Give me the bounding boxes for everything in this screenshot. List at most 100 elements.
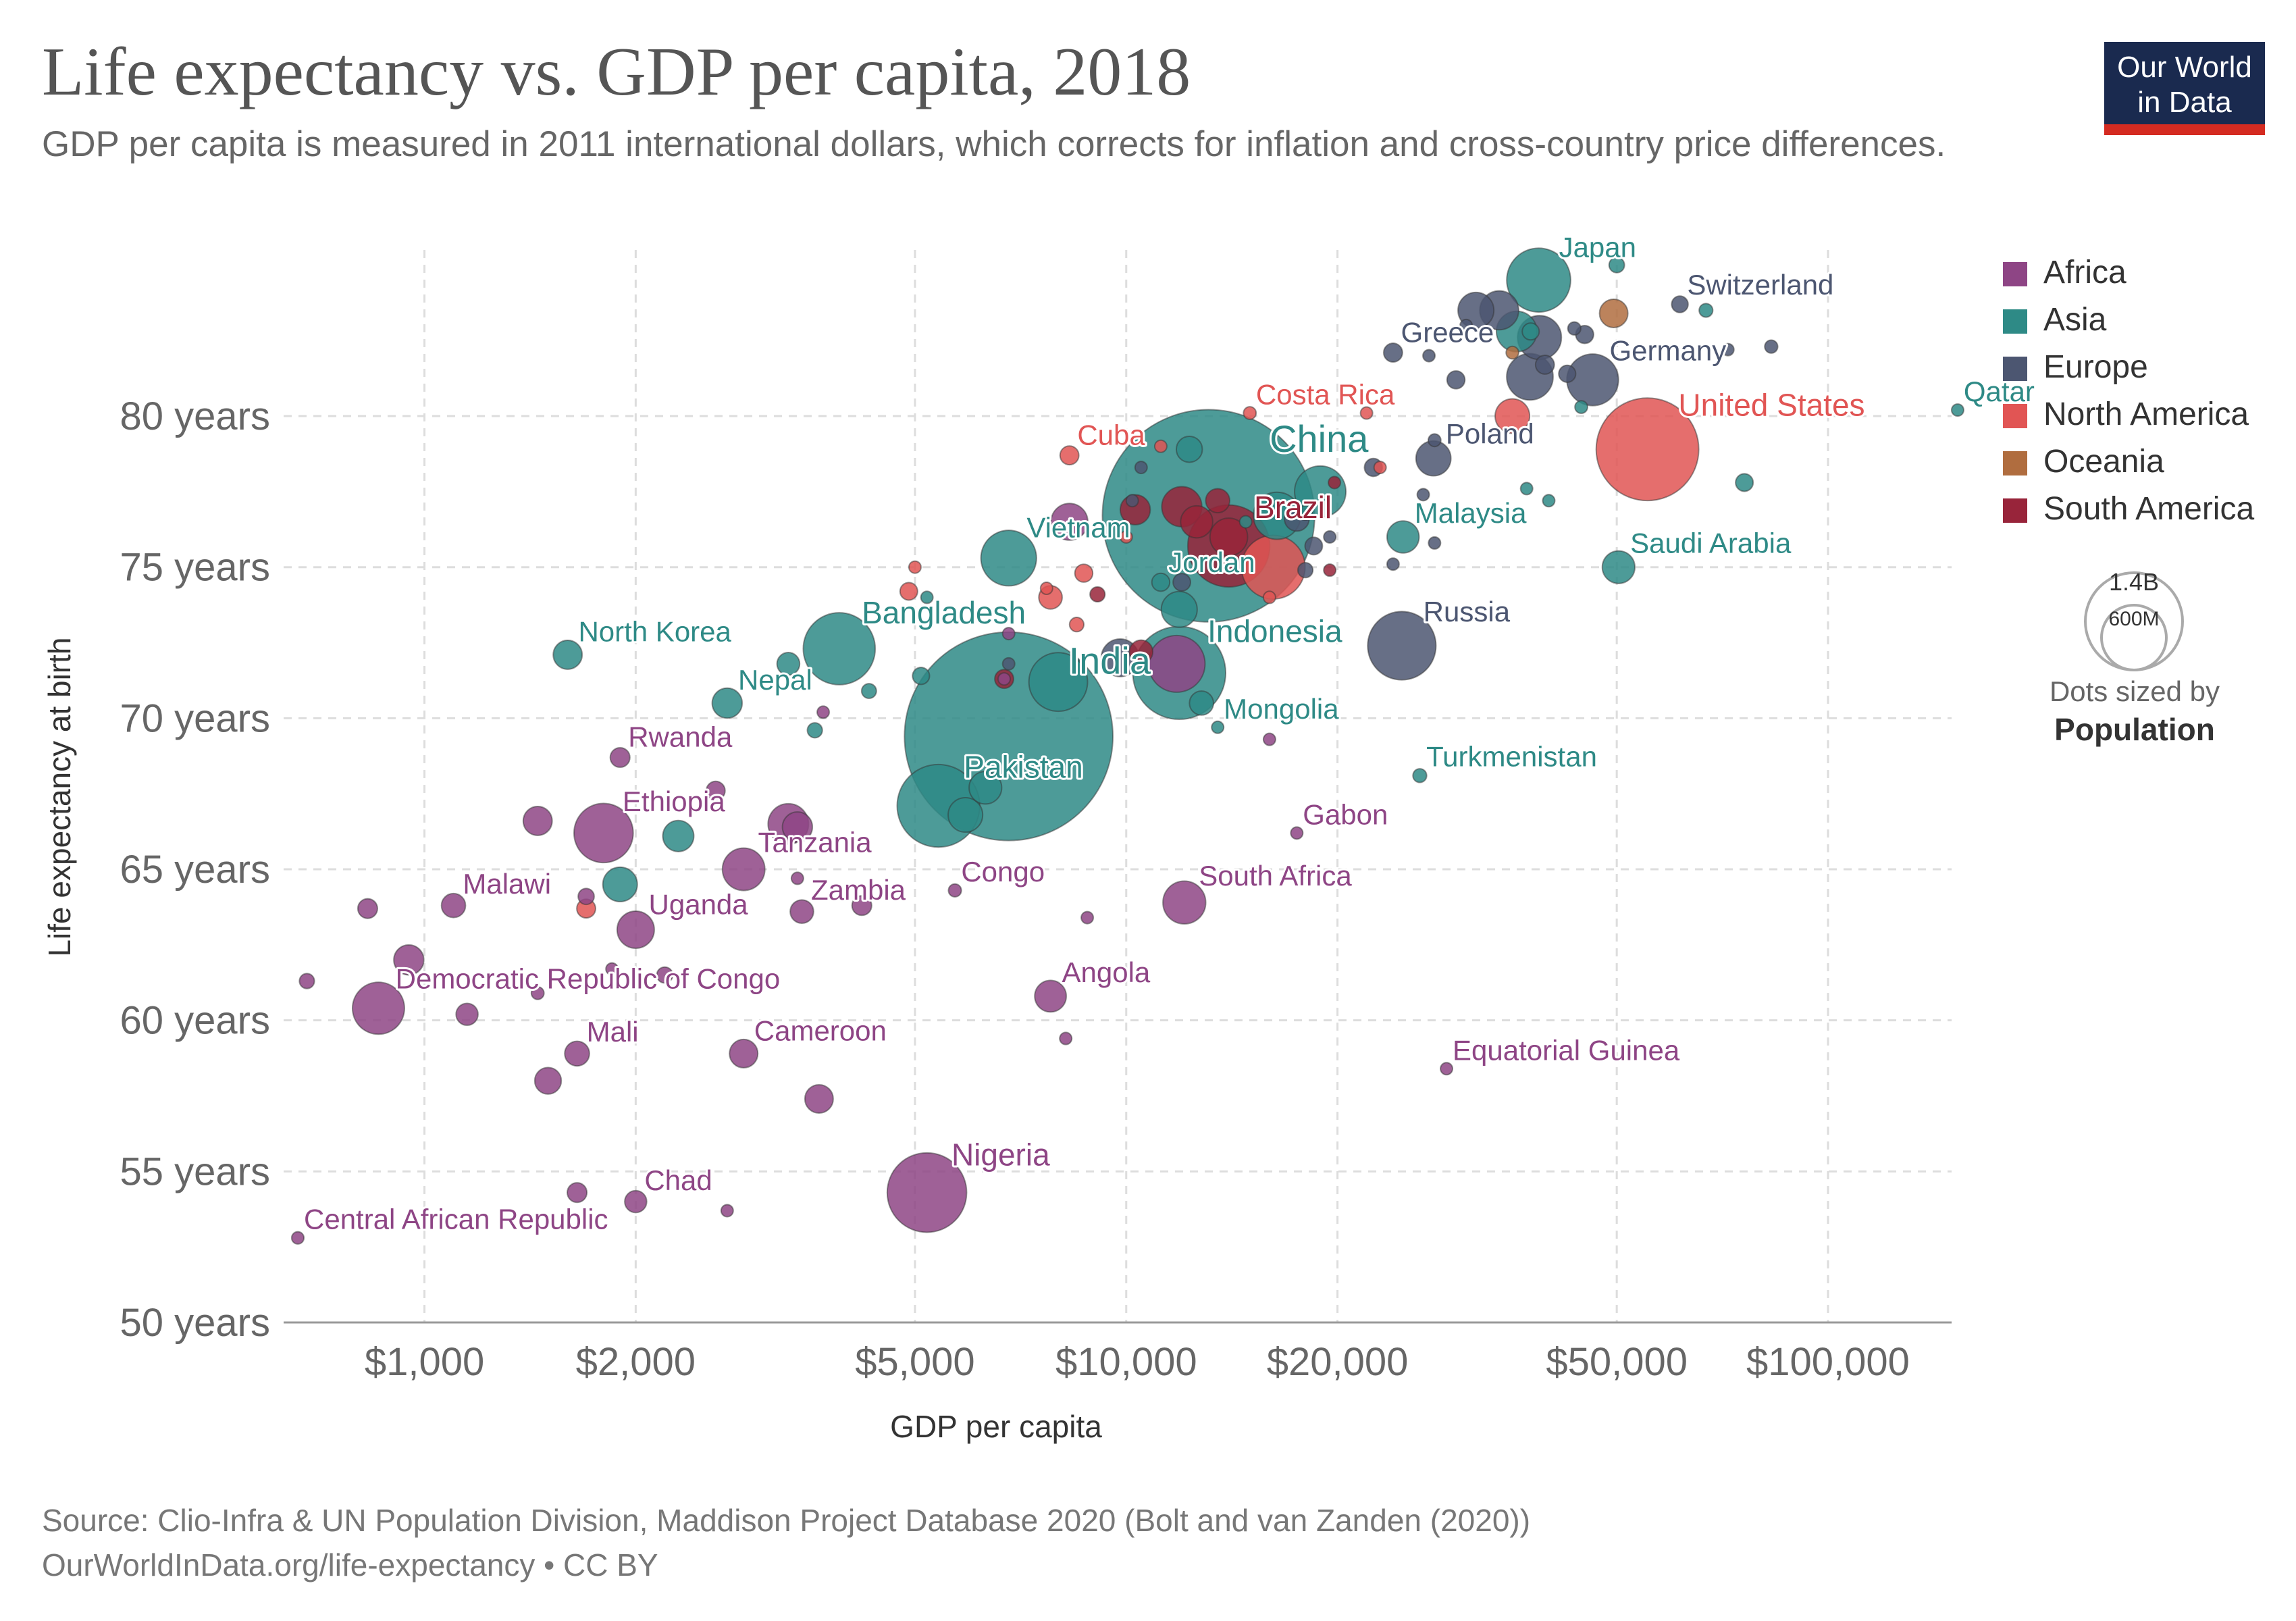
dot-asia[interactable] [1519, 482, 1534, 496]
dot-tanzania[interactable] [721, 847, 766, 892]
dot-asia[interactable] [1189, 690, 1215, 716]
dot-europe[interactable] [1323, 530, 1337, 544]
dot-asia[interactable] [1521, 322, 1540, 341]
dot-europe[interactable] [1422, 349, 1436, 363]
dot-africa[interactable] [533, 1066, 563, 1095]
dot-japan[interactable] [1506, 247, 1571, 313]
dot-africa[interactable] [605, 962, 619, 976]
dot-vietnam[interactable] [980, 530, 1037, 587]
dot-south-america[interactable] [1128, 639, 1154, 665]
dot-nigeria[interactable] [886, 1152, 968, 1233]
dot-ethiopia[interactable] [573, 802, 634, 864]
dot-asia[interactable] [912, 667, 931, 686]
dot-europe[interactable] [1459, 318, 1473, 332]
dot-asia[interactable] [776, 652, 801, 676]
dot-north-america[interactable] [1074, 563, 1094, 583]
dot-africa[interactable] [851, 895, 872, 917]
dot-equatorial-guinea[interactable] [1440, 1062, 1454, 1076]
dot-africa[interactable] [804, 1083, 834, 1114]
dot-europe[interactable] [1721, 342, 1735, 357]
dot-asia[interactable] [968, 771, 1003, 805]
dot-north-america[interactable] [1373, 461, 1387, 475]
dot-south-america[interactable] [1328, 475, 1342, 490]
dot-united-states[interactable] [1595, 397, 1700, 502]
dot-asia[interactable] [662, 819, 695, 852]
dot-north-america[interactable] [908, 560, 922, 574]
dot-asia[interactable] [1297, 505, 1313, 521]
dot-north-america[interactable] [1359, 406, 1374, 420]
dot-europe[interactable] [1172, 573, 1191, 592]
dot-mongolia[interactable] [1211, 720, 1225, 734]
dot-asia[interactable] [602, 866, 638, 902]
dot-europe[interactable] [1386, 557, 1400, 571]
dot-turkmenistan[interactable] [1412, 768, 1428, 783]
owid-logo[interactable]: Our World in Data [2104, 42, 2265, 135]
dot-oceania[interactable] [1598, 298, 1629, 328]
dot-asia[interactable] [1574, 400, 1588, 414]
dot-asia[interactable] [920, 590, 934, 604]
dot-africa[interactable] [1262, 732, 1276, 746]
dot-europe[interactable] [1567, 321, 1582, 336]
dot-congo[interactable] [947, 883, 962, 898]
dot-europe[interactable] [1558, 364, 1577, 384]
dot-oceania[interactable] [1505, 345, 1519, 360]
dot-democratic-republic-of-congo[interactable] [351, 981, 405, 1035]
dot-switzerland[interactable] [1671, 295, 1689, 313]
dot-africa[interactable] [566, 1182, 588, 1204]
dot-north-korea[interactable] [552, 639, 583, 670]
dot-qatar[interactable] [1950, 403, 1964, 417]
dot-mali[interactable] [564, 1040, 590, 1067]
dot-europe[interactable] [1304, 536, 1324, 556]
dot-europe[interactable] [1534, 355, 1555, 375]
dot-rwanda[interactable] [609, 746, 631, 769]
dot-malaysia[interactable] [1386, 520, 1420, 554]
dot-north-america[interactable] [1153, 439, 1168, 453]
footer-url[interactable]: OurWorldInData.org/life-expectancy • CC … [42, 1547, 658, 1583]
dot-bangladesh[interactable] [802, 612, 877, 686]
dot-asia[interactable] [1160, 590, 1198, 628]
dot-north-america[interactable] [899, 582, 918, 601]
dot-africa[interactable] [790, 871, 804, 885]
dot-north-america[interactable] [1039, 582, 1053, 596]
dot-africa[interactable] [1001, 627, 1016, 641]
dot-south-america[interactable] [1180, 505, 1214, 539]
dot-africa[interactable] [530, 986, 545, 1000]
dot-europe[interactable] [1001, 657, 1016, 671]
dot-north-america[interactable] [1068, 617, 1085, 633]
dot-europe[interactable] [1446, 370, 1466, 390]
dot-asia[interactable] [860, 683, 877, 700]
dot-south-america[interactable] [1209, 517, 1249, 557]
dot-africa[interactable] [1059, 1031, 1073, 1046]
dot-asia[interactable] [1238, 515, 1253, 529]
dot-europe[interactable] [1297, 562, 1314, 579]
dot-asia[interactable] [1028, 652, 1089, 713]
dot-africa[interactable] [656, 966, 674, 984]
dot-saudi-arabia[interactable] [1601, 550, 1636, 584]
dot-south-america[interactable] [1089, 586, 1106, 603]
dot-russia[interactable] [1367, 611, 1437, 681]
dot-africa[interactable] [577, 887, 595, 906]
dot-chad[interactable] [624, 1189, 648, 1214]
dot-africa[interactable] [357, 898, 378, 919]
dot-asia[interactable] [1608, 256, 1625, 274]
dot-greece[interactable] [1382, 342, 1403, 363]
dot-europe[interactable] [1125, 494, 1139, 508]
dot-africa[interactable] [1080, 910, 1095, 925]
dot-asia[interactable] [1735, 473, 1754, 492]
dot-asia[interactable] [1175, 435, 1203, 463]
dot-europe[interactable] [1134, 461, 1148, 475]
dot-africa[interactable] [522, 806, 553, 836]
dot-africa[interactable] [455, 1002, 479, 1026]
dot-africa[interactable] [720, 1204, 734, 1218]
dot-africa[interactable] [816, 705, 831, 719]
dot-africa[interactable] [705, 780, 726, 801]
dot-angola[interactable] [1034, 979, 1068, 1013]
dot-asia[interactable] [1542, 494, 1556, 508]
dot-south-america[interactable] [1205, 488, 1231, 514]
dot-europe[interactable] [1428, 536, 1442, 550]
dot-jordan[interactable] [1151, 572, 1171, 592]
dot-uganda[interactable] [616, 910, 655, 950]
dot-africa[interactable] [1147, 634, 1206, 693]
dot-asia[interactable] [947, 796, 984, 833]
dot-europe[interactable] [1427, 433, 1442, 448]
